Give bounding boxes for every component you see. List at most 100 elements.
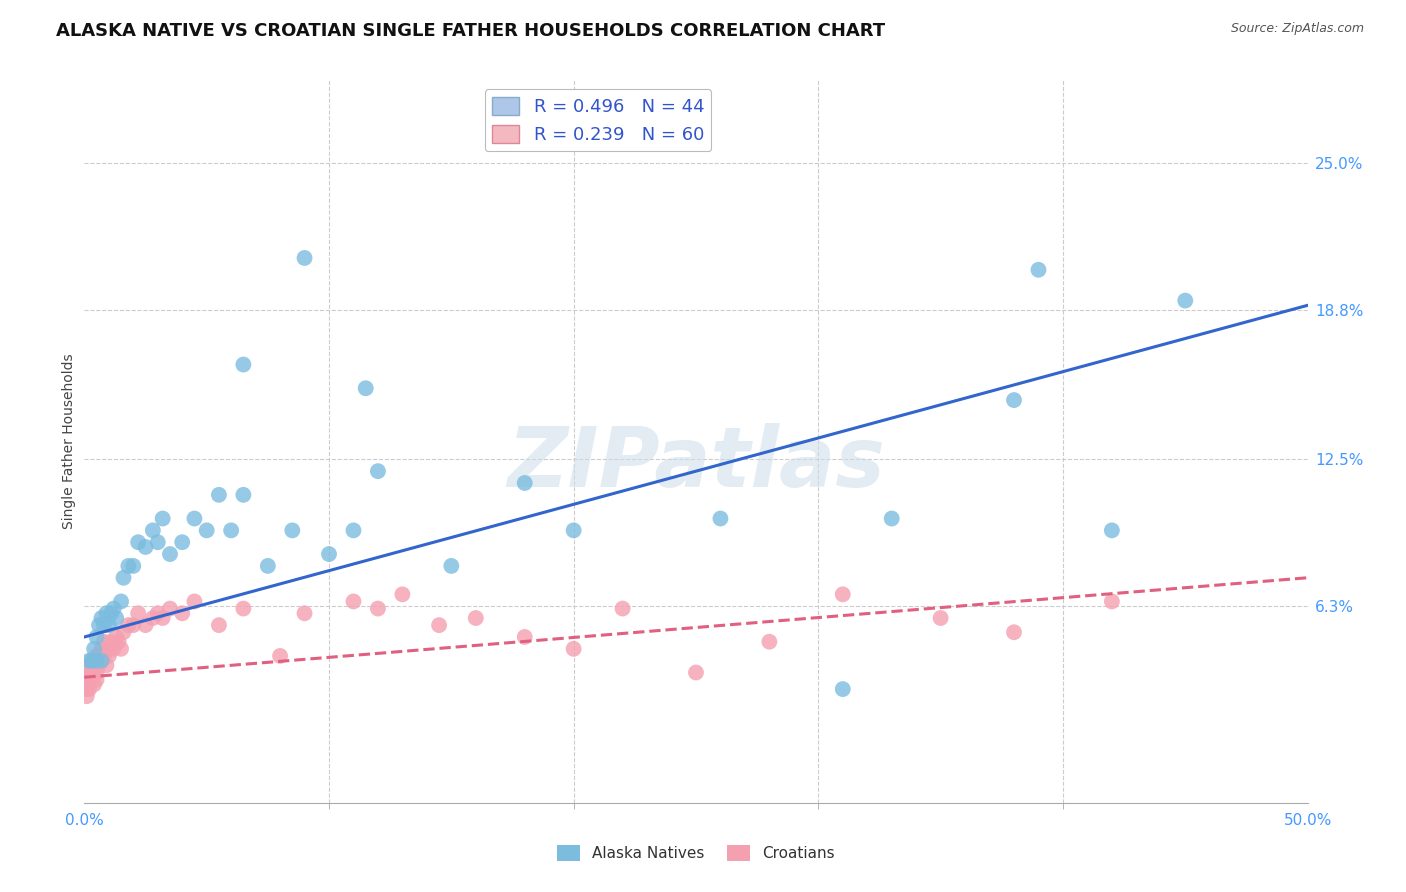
- Point: [90, 654, 112, 668]
- Point: [86, 665, 108, 680]
- Point: [77, 665, 100, 680]
- Point: [97, 641, 120, 656]
- Point: [77, 682, 100, 697]
- Point: [195, 524, 218, 538]
- Point: [513, 475, 536, 490]
- Point: [87, 618, 110, 632]
- Point: [219, 524, 242, 538]
- Point: [100, 634, 122, 648]
- Point: [110, 641, 132, 656]
- Point: [142, 524, 165, 538]
- Point: [112, 625, 135, 640]
- Point: [117, 558, 139, 573]
- Point: [86, 654, 108, 668]
- Point: [100, 607, 122, 621]
- Point: [1101, 594, 1123, 608]
- Point: [391, 587, 413, 601]
- Point: [146, 607, 169, 621]
- Point: [208, 618, 231, 632]
- Point: [122, 618, 145, 632]
- Point: [1101, 524, 1123, 538]
- Point: [318, 547, 340, 561]
- Point: [1028, 262, 1050, 277]
- Point: [103, 641, 125, 656]
- Point: [831, 682, 853, 697]
- Point: [135, 540, 157, 554]
- Point: [464, 611, 486, 625]
- Point: [87, 658, 110, 673]
- Point: [83, 677, 105, 691]
- Point: [86, 654, 108, 668]
- Point: [83, 641, 105, 656]
- Point: [232, 601, 254, 615]
- Point: [159, 601, 181, 615]
- Point: [122, 558, 145, 573]
- Point: [172, 535, 194, 549]
- Point: [208, 488, 231, 502]
- Point: [105, 630, 128, 644]
- Point: [354, 381, 377, 395]
- Point: [93, 648, 115, 663]
- Point: [758, 634, 780, 648]
- Point: [294, 607, 316, 621]
- Point: [127, 607, 149, 621]
- Point: [87, 648, 110, 663]
- Point: [97, 618, 120, 632]
- Point: [929, 611, 952, 625]
- Point: [152, 611, 174, 625]
- Point: [232, 358, 254, 372]
- Point: [1174, 293, 1197, 308]
- Point: [96, 658, 118, 673]
- Point: [97, 648, 120, 663]
- Point: [427, 618, 450, 632]
- Text: Source: ZipAtlas.com: Source: ZipAtlas.com: [1230, 22, 1364, 36]
- Point: [127, 535, 149, 549]
- Point: [183, 594, 205, 608]
- Point: [77, 654, 100, 668]
- Point: [367, 601, 389, 615]
- Text: ALASKA NATIVE VS CROATIAN SINGLE FATHER HOUSEHOLDS CORRELATION CHART: ALASKA NATIVE VS CROATIAN SINGLE FATHER …: [56, 22, 886, 40]
- Point: [342, 524, 364, 538]
- Point: [80, 670, 103, 684]
- Point: [367, 464, 389, 478]
- Point: [83, 654, 105, 668]
- Point: [105, 611, 128, 625]
- Point: [93, 618, 115, 632]
- Point: [562, 641, 585, 656]
- Point: [831, 587, 853, 601]
- Point: [685, 665, 707, 680]
- Point: [112, 571, 135, 585]
- Point: [513, 630, 536, 644]
- Point: [90, 611, 112, 625]
- Point: [440, 558, 463, 573]
- Point: [76, 682, 98, 697]
- Point: [709, 511, 731, 525]
- Point: [76, 665, 98, 680]
- Point: [562, 524, 585, 538]
- Point: [90, 641, 112, 656]
- Y-axis label: Single Father Households: Single Father Households: [62, 354, 76, 529]
- Point: [93, 634, 115, 648]
- Point: [110, 594, 132, 608]
- Point: [103, 601, 125, 615]
- Point: [342, 594, 364, 608]
- Point: [172, 607, 194, 621]
- Point: [107, 634, 129, 648]
- Point: [281, 524, 304, 538]
- Point: [77, 658, 100, 673]
- Point: [1002, 625, 1025, 640]
- Point: [612, 601, 634, 615]
- Point: [86, 673, 108, 687]
- Point: [1002, 393, 1025, 408]
- Point: [135, 618, 157, 632]
- Point: [76, 689, 98, 703]
- Point: [152, 511, 174, 525]
- Point: [80, 663, 103, 677]
- Point: [76, 677, 98, 691]
- Point: [257, 558, 280, 573]
- Point: [159, 547, 181, 561]
- Point: [183, 511, 205, 525]
- Legend: Alaska Natives, Croatians: Alaska Natives, Croatians: [551, 839, 841, 867]
- Point: [232, 488, 254, 502]
- Point: [269, 648, 291, 663]
